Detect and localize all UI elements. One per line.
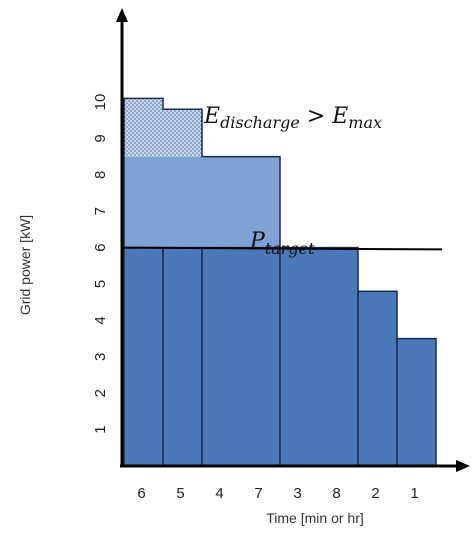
y-tick-5: 5 xyxy=(92,280,109,288)
y-tick-10: 10 xyxy=(92,94,109,111)
x-tick-7: 7 xyxy=(254,485,262,502)
y-tick-6: 6 xyxy=(92,243,109,251)
x-tick-4: 4 xyxy=(215,485,223,502)
x-tick-3: 3 xyxy=(293,485,301,502)
e-discharge-label: Edischarge > Emax xyxy=(203,104,382,132)
bar-4 xyxy=(201,246,281,467)
y-tick-1: 1 xyxy=(92,425,109,433)
x-axis-arrow xyxy=(456,460,470,472)
y-tick-3: 3 xyxy=(92,353,109,361)
x-tick-1: 1 xyxy=(410,485,418,502)
y-tick-7: 7 xyxy=(92,207,109,215)
y-tick-8: 8 xyxy=(92,171,109,179)
emax-region-6 xyxy=(124,98,163,157)
excess-region-4 xyxy=(202,156,280,248)
bar-6 xyxy=(123,246,164,467)
bar-2 xyxy=(357,290,398,467)
x-tick-6: 6 xyxy=(137,485,145,502)
excess-region-6 xyxy=(124,156,163,248)
bar-1 xyxy=(396,337,437,467)
y-tick-4: 4 xyxy=(92,316,109,324)
y-tick-9: 9 xyxy=(92,134,109,142)
y-axis-label: Grid power [kW] xyxy=(17,215,33,315)
emax-region-5 xyxy=(163,109,202,157)
excess-region-5 xyxy=(163,156,202,248)
y-tick-2: 2 xyxy=(92,389,109,397)
x-tick-5: 5 xyxy=(176,485,184,502)
bar-5 xyxy=(162,246,203,467)
p-target-label: Ptarget xyxy=(249,229,315,258)
y-axis-arrow xyxy=(116,8,128,22)
excess-outline xyxy=(123,97,281,248)
p-target-line xyxy=(121,246,443,251)
bar-3 xyxy=(279,246,359,467)
x-tick-8: 8 xyxy=(332,485,340,502)
x-axis-label: Time [min or hr] xyxy=(266,510,364,526)
x-tick-2: 2 xyxy=(371,485,379,502)
